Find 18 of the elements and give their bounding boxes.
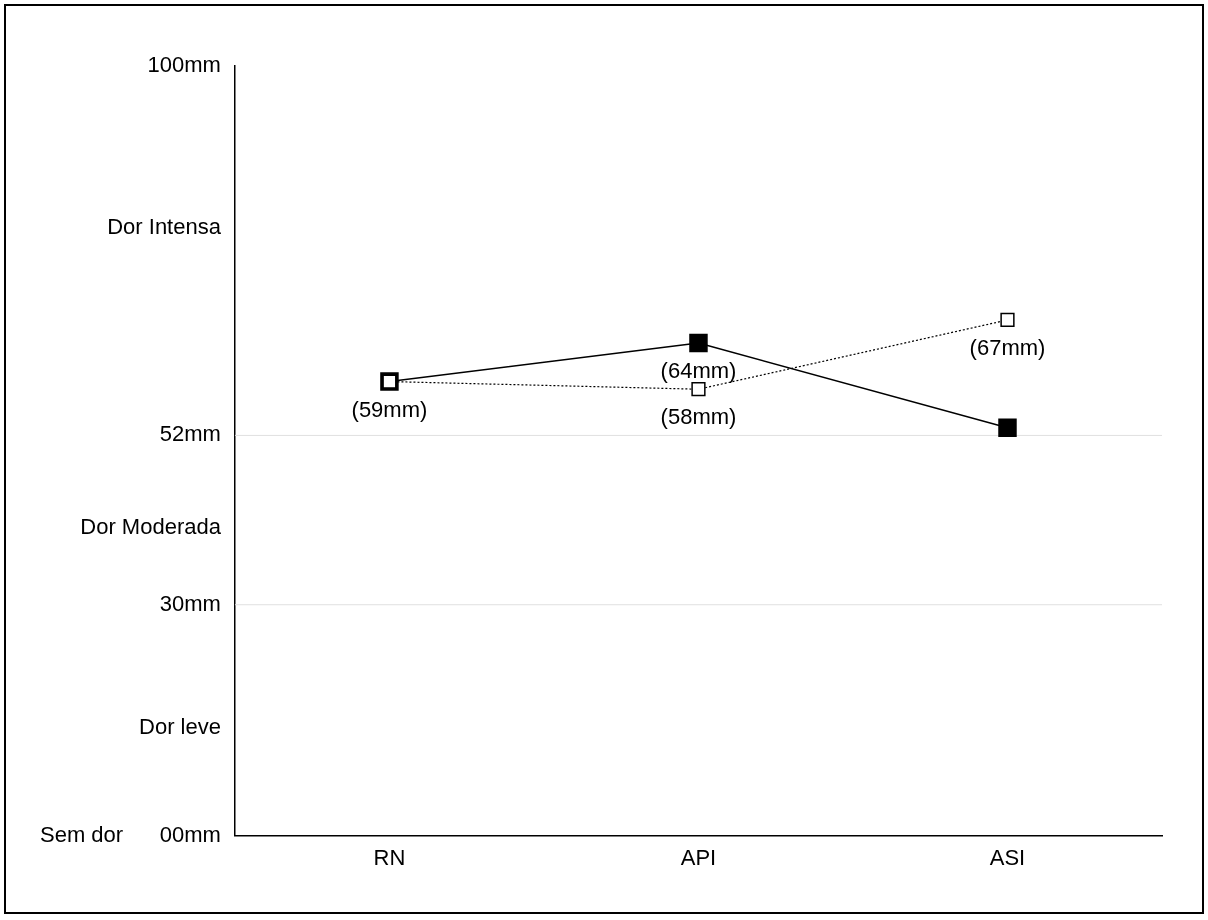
y-tick-label: Dor leve (139, 713, 221, 739)
y-tick-label: Dor Moderada (80, 513, 222, 539)
data-label: (64mm) (660, 358, 737, 384)
y-tick-label: 52mm (159, 421, 221, 447)
y-tick-label: 100mm (147, 52, 221, 78)
data-label: (59mm) (351, 396, 428, 422)
point (998, 418, 1017, 437)
x-tick-label: RN (373, 844, 406, 870)
point (689, 333, 708, 353)
x-tick-label: API (680, 844, 717, 870)
y-tick-label: 30mm (159, 590, 221, 616)
point (1000, 312, 1015, 328)
data-label: (58mm) (660, 404, 737, 430)
y-tick-label: Dor Intensa (107, 213, 222, 239)
x-tick-label: ASI (989, 844, 1026, 870)
y-tick-label: Sem dor 00mm (39, 821, 221, 847)
data-label: (67mm) (969, 335, 1046, 361)
point (691, 382, 706, 397)
